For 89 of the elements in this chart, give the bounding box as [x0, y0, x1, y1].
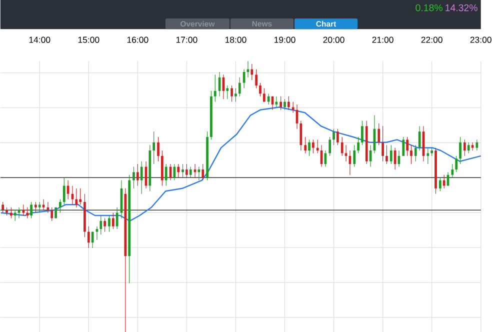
candlestick	[250, 63, 254, 80]
candlestick	[182, 164, 184, 178]
candlestick	[152, 131, 156, 164]
candlestick	[2, 202, 4, 213]
candlestick	[87, 226, 90, 248]
text: 0.18%	[416, 4, 442, 12]
candlestick	[406, 136, 408, 156]
candlestick	[34, 202, 37, 213]
candlestick	[316, 139, 319, 154]
candlestick	[426, 147, 430, 164]
candlestick	[214, 74, 216, 102]
candlestick	[62, 177, 66, 205]
candlestick	[112, 212, 114, 230]
candlestick	[177, 164, 180, 178]
candlestick	[390, 144, 392, 164]
candlestick	[164, 164, 168, 186]
candlestick	[18, 206, 20, 218]
candlestick	[442, 174, 446, 189]
candlestick	[410, 144, 412, 164]
candlestick	[186, 164, 188, 178]
candlestick	[459, 136, 462, 164]
x-tick-label: 18:00	[225, 36, 246, 43]
candlestick	[42, 198, 45, 210]
candlestick	[467, 142, 470, 154]
candlestick	[308, 139, 310, 156]
candlestick	[451, 164, 454, 178]
candlestick	[132, 166, 135, 189]
candlestick	[226, 85, 229, 100]
candlestick	[26, 206, 29, 218]
candlestick	[340, 136, 344, 156]
candlestick	[104, 218, 106, 232]
candlestick	[140, 160, 143, 194]
candlestick	[14, 210, 16, 222]
candlestick	[238, 76, 241, 96]
x-tick-label: 20:00	[323, 36, 344, 43]
x-tick-label: 14:00	[29, 36, 50, 43]
x-tick-label: 23:00	[470, 36, 492, 43]
candlestick	[255, 68, 258, 88]
candlestick	[386, 144, 388, 164]
candlestick	[332, 128, 335, 146]
x-tick-label: 15:00	[78, 36, 100, 43]
candlestick	[10, 206, 12, 218]
candlestick	[287, 96, 290, 110]
candlestick	[50, 206, 54, 222]
candlestick	[357, 136, 360, 154]
candlestick	[157, 136, 160, 162]
candlestick	[30, 202, 32, 218]
candlestick	[202, 164, 204, 180]
candlestick	[378, 122, 380, 146]
candlestick	[438, 177, 442, 192]
candlestick	[344, 144, 348, 162]
candlestick	[455, 155, 458, 172]
candlestick	[189, 166, 192, 178]
x-tick-label: 22:00	[421, 36, 442, 43]
candlestick	[336, 128, 339, 146]
candlestick	[100, 215, 102, 235]
candlestick	[328, 136, 332, 156]
candlestick	[59, 198, 62, 213]
candlestick	[312, 139, 314, 154]
candlestick	[136, 164, 139, 186]
candlestick	[96, 226, 98, 240]
candlestick	[75, 188, 78, 208]
candlestick	[116, 206, 118, 230]
text: 14.32%	[446, 4, 478, 12]
candlestick	[284, 98, 286, 110]
candlestick	[402, 136, 405, 156]
candlestick	[463, 139, 466, 156]
candlestick	[275, 96, 278, 108]
candlestick	[22, 204, 25, 216]
candlestick	[79, 188, 82, 205]
candlestick	[259, 82, 262, 96]
candlestick	[382, 126, 384, 162]
candlestick	[38, 202, 41, 213]
candlestick	[353, 144, 356, 167]
candlestick	[471, 142, 474, 151]
candlestick	[361, 120, 364, 146]
candlestick	[108, 215, 110, 232]
candlestick	[300, 120, 302, 151]
candlestick	[230, 85, 233, 102]
candlestick	[304, 136, 307, 154]
candlestick	[280, 96, 282, 110]
x-tick-label: 17:00	[176, 36, 198, 43]
x-tick-label: 21:00	[372, 36, 394, 43]
x-tick-label: 16:00	[127, 36, 148, 43]
candlestick	[292, 101, 294, 113]
candlestick	[414, 144, 417, 162]
candlestick	[234, 88, 237, 102]
candlestick	[262, 88, 266, 102]
x-tick-label: 19:00	[274, 36, 296, 43]
